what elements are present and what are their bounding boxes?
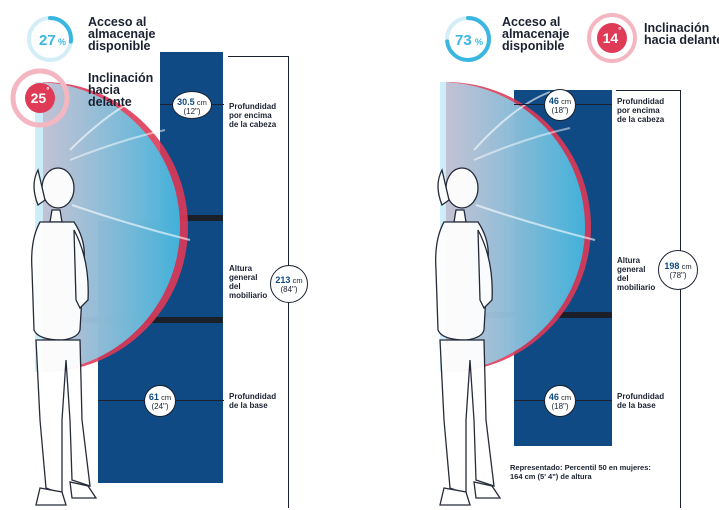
right-tilt-ring	[587, 13, 637, 63]
left-access-label: Acceso al almacenaje disponible	[88, 15, 156, 53]
right-base-depth-label: Profundidad de la base	[617, 392, 665, 410]
right-access-unit: %	[475, 37, 483, 47]
right-access-value: 73	[455, 32, 472, 49]
left-base-depth-badge: 61 cm (24")	[144, 385, 176, 417]
left-top-depth-badge: 30.5 cm (12")	[172, 91, 212, 119]
right-base-depth-badge: 46 cm (18")	[544, 385, 576, 417]
right-panel: 73 % Acceso al almacenaje disponible 14°…	[400, 0, 719, 510]
left-tilt-badge: 25°	[25, 83, 55, 113]
left-panel: 27 % Acceso al almacenaje disponible 25°…	[10, 15, 308, 508]
right-representation-note: Representado: Percentil 50 en mujeres: 1…	[510, 463, 651, 481]
right-dim-top-tick	[616, 90, 680, 91]
left-tilt-label: Inclinación hacia delante	[88, 71, 154, 109]
right-height-badge: 198 cm (78")	[658, 250, 698, 290]
right-tilt-badge: 14°	[597, 23, 627, 53]
left-access-ring: 27 %	[27, 16, 73, 62]
right-top-depth-badge: 46 cm (18")	[544, 89, 576, 121]
right-top-depth-label: Profundidad por encima de la cabeza	[617, 97, 665, 124]
right-tilt-label: Inclinación hacia delante	[644, 21, 719, 47]
left-base-depth-label: Profundidad de la base	[229, 392, 277, 410]
right-person-figure	[435, 167, 502, 506]
right-access-label: Acceso al almacenaje disponible	[502, 15, 570, 53]
right-dim-vertical	[680, 90, 681, 508]
right-height-label: Altura general del mobiliario	[617, 256, 656, 292]
left-access-value: 27	[39, 32, 56, 49]
left-top-depth-label: Profundidad por encima de la cabeza	[229, 102, 277, 129]
left-upper-shelf	[160, 215, 223, 221]
left-person-figure	[31, 167, 98, 506]
left-height-badge: 213 cm (84")	[270, 265, 308, 303]
right-access-ring: 73 %	[445, 16, 491, 62]
left-height-label: Altura general del mobiliario	[229, 264, 268, 300]
left-tilt-ring	[10, 68, 70, 128]
left-dim-top-tick	[228, 56, 288, 57]
left-access-unit: %	[58, 37, 66, 47]
